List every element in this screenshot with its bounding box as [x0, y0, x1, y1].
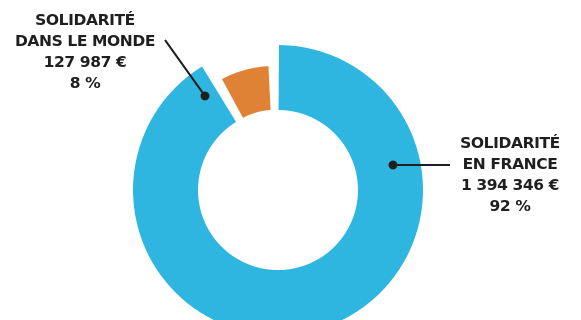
label-france-name-line2: EN FRANCE: [462, 155, 558, 173]
label-world-amount: 127 987 €: [43, 53, 127, 71]
label-world-percent: 8 %: [69, 74, 101, 92]
slice-solidarite-france: [133, 45, 423, 320]
label-france-percent: 92 %: [489, 197, 531, 215]
label-france-name-line1: SOLIDARITÉ: [460, 134, 560, 152]
slice-solidarite-monde: [217, 62, 274, 122]
label-solidarite-monde: SOLIDARITÉ DANS LE MONDE 127 987 € 8 %: [2, 10, 168, 94]
leader-line-monde: [164, 39, 206, 97]
leader-dot-france: [388, 160, 398, 170]
leader-dot-monde: [200, 91, 210, 101]
label-france-amount: 1 394 346 €: [460, 176, 560, 194]
label-world-name-line2: DANS LE MONDE: [14, 32, 156, 50]
label-world-name-line1: SOLIDARITÉ: [35, 11, 135, 29]
label-solidarite-france: SOLIDARITÉ EN FRANCE 1 394 346 € 92 %: [440, 133, 580, 217]
